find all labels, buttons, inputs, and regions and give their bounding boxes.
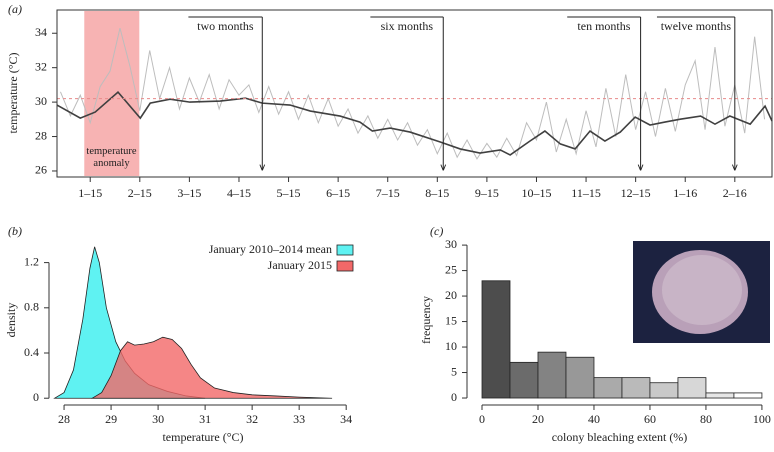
y-tick-label: 10 bbox=[445, 339, 457, 353]
x-tick-label: 40 bbox=[588, 412, 600, 426]
y-tick-label: 0 bbox=[451, 390, 457, 404]
anomaly-band bbox=[84, 11, 140, 176]
x-tick-label: 12–15 bbox=[621, 186, 651, 200]
x-tick-label: 4–15 bbox=[227, 186, 251, 200]
x-tick-label: 29 bbox=[105, 412, 117, 426]
annotation-label: ten months bbox=[577, 19, 630, 33]
x-tick-label: 32 bbox=[246, 412, 258, 426]
x-tick-label: 31 bbox=[199, 412, 211, 426]
annotation-label: two months bbox=[197, 19, 254, 33]
x-tick-label: 2–16 bbox=[723, 186, 747, 200]
x-tick-label: 0 bbox=[479, 412, 485, 426]
y-tick-label: 25 bbox=[445, 262, 457, 276]
y-tick-label: 34 bbox=[35, 25, 47, 39]
y-axis-title: density bbox=[4, 303, 18, 338]
x-tick-label: 9–15 bbox=[475, 186, 499, 200]
y-tick-label: 30 bbox=[445, 237, 457, 251]
x-tick-label: 6–15 bbox=[326, 186, 350, 200]
y-tick-label: 0.8 bbox=[24, 300, 39, 314]
x-tick-label: 30 bbox=[152, 412, 164, 426]
x-tick-label: 8–15 bbox=[425, 186, 449, 200]
y-tick-label: 20 bbox=[445, 288, 457, 302]
y-tick-label: 0 bbox=[33, 390, 39, 404]
x-tick-label: 10–15 bbox=[521, 186, 551, 200]
x-tick-label: 1–15 bbox=[78, 186, 102, 200]
y-tick-label: 0.4 bbox=[24, 345, 39, 359]
annotation-label: six months bbox=[381, 19, 434, 33]
y-tick-label: 28 bbox=[35, 128, 47, 142]
x-tick-label: 34 bbox=[340, 412, 352, 426]
bar bbox=[621, 377, 651, 399]
series-line bbox=[56, 90, 773, 156]
legend-swatch bbox=[336, 244, 354, 256]
bar bbox=[733, 392, 763, 399]
x-axis-title: colony bleaching extent (%) bbox=[552, 430, 688, 444]
x-tick-label: 20 bbox=[532, 412, 544, 426]
x-tick-label: 7–15 bbox=[376, 186, 400, 200]
plot-frame bbox=[56, 9, 773, 178]
anomaly-label: temperature anomaly bbox=[86, 146, 137, 169]
bar bbox=[677, 377, 707, 399]
x-axis-title: temperature (°C) bbox=[162, 430, 243, 444]
x-tick-label: 100 bbox=[753, 412, 771, 426]
bar bbox=[537, 351, 567, 399]
y-tick-label: 32 bbox=[35, 59, 47, 73]
legend-label: January 2015 bbox=[268, 258, 332, 272]
annotation-label: twelve months bbox=[661, 19, 732, 33]
x-tick-label: 33 bbox=[293, 412, 305, 426]
bar bbox=[593, 377, 623, 399]
y-tick-label: 1.2 bbox=[24, 254, 39, 268]
legend-swatch bbox=[336, 260, 354, 272]
x-tick-label: 2–15 bbox=[128, 186, 152, 200]
bar bbox=[565, 356, 595, 399]
x-tick-label: 80 bbox=[700, 412, 712, 426]
y-tick-label: 15 bbox=[445, 313, 457, 327]
x-tick-label: 28 bbox=[58, 412, 70, 426]
x-tick-label: 11–15 bbox=[571, 186, 601, 200]
x-tick-label: 5–15 bbox=[277, 186, 301, 200]
panel-label: (c) bbox=[430, 224, 443, 238]
bar bbox=[481, 280, 511, 399]
bar bbox=[509, 361, 539, 399]
y-tick-label: 5 bbox=[451, 364, 457, 378]
bar bbox=[649, 382, 679, 399]
y-tick-label: 26 bbox=[35, 163, 47, 177]
panel-label: (b) bbox=[8, 224, 22, 238]
y-tick-label: 30 bbox=[35, 94, 47, 108]
density-area bbox=[90, 336, 333, 399]
series-line bbox=[60, 27, 766, 160]
legend-label: January 2010–2014 mean bbox=[209, 242, 332, 256]
x-tick-label: 60 bbox=[644, 412, 656, 426]
x-tick-label: 1–16 bbox=[673, 186, 697, 200]
panel-label: (a) bbox=[8, 2, 22, 16]
bar bbox=[705, 392, 735, 399]
coral-photo bbox=[633, 241, 770, 343]
y-axis-title: frequency bbox=[419, 296, 433, 344]
x-tick-label: 3–15 bbox=[177, 186, 201, 200]
y-axis-title: temperature (°C) bbox=[6, 52, 20, 133]
